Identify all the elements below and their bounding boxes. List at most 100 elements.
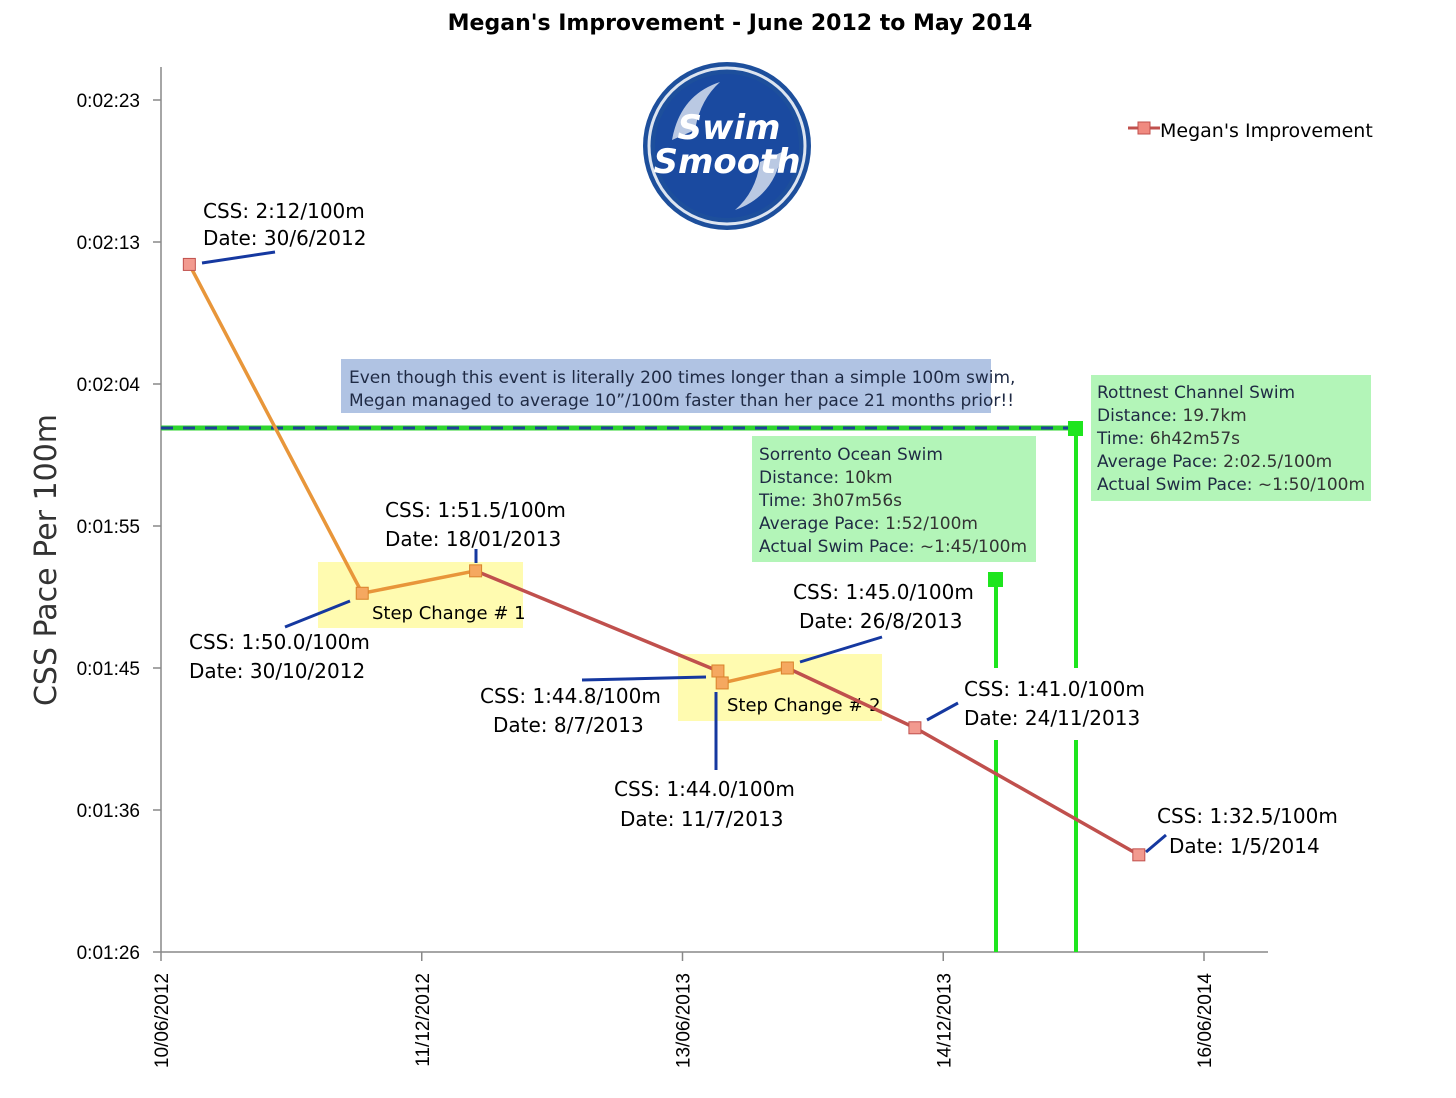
rottnest-actual-pace-value: ~1:50/100m: [1258, 475, 1365, 495]
swim-smooth-logo: Swim Smooth: [643, 62, 811, 230]
annotation-1-line-2: Date: 30/6/2012: [203, 226, 366, 250]
y-tick-label: 0:02:13: [77, 233, 140, 254]
annotation-1-line-1: CSS: 2:12/100m: [203, 199, 365, 223]
leader-line-g: [926, 701, 959, 722]
sorrento-distance: Distance: 10km: [759, 468, 893, 488]
rottnest-distance-label: Distance:: [1097, 406, 1182, 426]
annotation-7-line-1: CSS: 1:41.0/100m: [964, 677, 1145, 701]
rottnest-time: Time: 6h42m57s: [1096, 429, 1240, 449]
callout-line-1: Even though this event is literally 200 …: [349, 368, 1015, 388]
x-tick-label: 14/12/2013: [934, 973, 955, 1068]
y-tick-label: 0:01:45: [77, 659, 140, 680]
logo-ring: [647, 66, 807, 226]
data-point: [780, 661, 794, 675]
sorrento-average-pace: Average Pace: 1:52/100m: [759, 514, 978, 534]
y-tick-label: 0:01:26: [77, 943, 140, 964]
leader-line-a: [201, 250, 276, 265]
data-point: [1132, 848, 1146, 862]
data-point: [469, 564, 483, 578]
annotation-4-line-1: CSS: 1:45.0/100m: [793, 580, 974, 604]
y-tick-label: 0:02:23: [77, 91, 140, 112]
sorrento-average-pace-value: 1:52/100m: [885, 514, 978, 534]
annotation-3-line-1: CSS: 1:50.0/100m: [189, 630, 370, 654]
sorrento-average-pace-label: Average Pace:: [759, 514, 885, 534]
series-megans-improvement: [182, 257, 1146, 862]
y-axis-ticks: 0:01:26 0:01:36 0:01:45 0:01:55 0:02:04 0:02:…: [77, 91, 161, 964]
rottnest-distance: Distance: 19.7km: [1097, 406, 1247, 426]
x-tick-label: 11/12/2012: [413, 973, 434, 1067]
x-tick-label: 10/06/2012: [152, 973, 173, 1068]
leader-line-d: [581, 675, 707, 682]
step-change-2-label: Step Change # 2: [727, 695, 881, 716]
y-axis-label: CSS Pace Per 100m: [29, 414, 64, 706]
logo-text-smooth: Smooth: [653, 142, 800, 182]
chart-title: Megan's Improvement - June 2012 to May 2…: [448, 11, 1033, 36]
sorrento-distance-label: Distance:: [759, 468, 844, 488]
rottnest-title: Rottnest Channel Swim: [1097, 383, 1295, 403]
rottnest-average-pace-label: Average Pace:: [1097, 452, 1223, 472]
sorrento-title: Sorrento Ocean Swim: [759, 445, 943, 465]
annotation-3-line-2: Date: 30/10/2012: [189, 659, 365, 683]
sorrento-time-value: 3h07m56s: [812, 491, 902, 511]
callout-background: [341, 359, 991, 413]
step-change-2-box: Step Change # 2: [678, 654, 882, 721]
rottnest-box-background: [1091, 375, 1371, 501]
callout-box: Even though this event is literally 200 …: [341, 359, 1015, 413]
data-point: [908, 721, 922, 735]
logo-text-swim: Swim: [678, 108, 781, 148]
y-tick-label: 0:02:04: [77, 375, 141, 396]
sorrento-distance-value: 10km: [844, 468, 892, 488]
leader-line-b: [284, 599, 351, 629]
legend: Megan's Improvement: [1128, 120, 1373, 142]
data-point: [182, 257, 196, 271]
point-annotations: CSS: 2:12/100m Date: 30/6/2012 CSS: 1:51…: [189, 199, 1338, 858]
sorrento-time: Time: 3h07m56s: [758, 491, 902, 511]
rottnest-marker-square: [1068, 421, 1083, 436]
x-tick-label: 13/06/2013: [674, 973, 695, 1068]
series-segment: [360, 569, 478, 596]
rottnest-actual-pace-label: Actual Swim Pace:: [1097, 475, 1258, 495]
sorrento-event-box: Sorrento Ocean Swim Distance: 10km Time:…: [752, 436, 1036, 562]
annotation-6-line-1: CSS: 1:44.0/100m: [614, 777, 795, 801]
annotation-2-line-1: CSS: 1:51.5/100m: [385, 498, 566, 522]
rottnest-time-value: 6h42m57s: [1150, 429, 1240, 449]
rottnest-average-pace: Average Pace: 2:02.5/100m: [1097, 452, 1332, 472]
rottnest-distance-value: 19.7km: [1182, 406, 1246, 426]
y-tick-label: 0:01:55: [77, 517, 140, 538]
leader-line-h: [1145, 833, 1167, 854]
sorrento-marker-square: [988, 572, 1003, 587]
annotation-8-line-1: CSS: 1:32.5/100m: [1157, 804, 1338, 828]
sorrento-box-background: [752, 436, 1036, 562]
annotation-4-line-2: Date: 26/8/2013: [799, 609, 962, 633]
annotation-5-line-1: CSS: 1:44.8/100m: [480, 684, 661, 708]
step-change-1-label: Step Change # 1: [372, 603, 526, 624]
rottnest-average-pace-value: 2:02.5/100m: [1223, 452, 1332, 472]
annotation-8-line-2: Date: 1/5/2014: [1169, 834, 1320, 858]
annotation-7-line-2: Date: 24/11/2013: [964, 706, 1140, 730]
annotation-5-line-2: Date: 8/7/2013: [493, 713, 644, 737]
series-segment: [187, 262, 364, 596]
rottnest-event-box: Rottnest Channel Swim Distance: 19.7km T…: [1091, 375, 1371, 501]
series-segment: [720, 666, 790, 685]
leader-line-f: [799, 635, 883, 664]
series-segment: [473, 569, 720, 673]
rottnest-time-label: Time:: [1096, 429, 1150, 449]
x-tick-label: 16/06/2014: [1195, 973, 1216, 1069]
data-point: [711, 664, 725, 678]
logo-swoosh-right: [735, 152, 782, 210]
sorrento-actual-pace: Actual Swim Pace: ~1:45/100m: [759, 537, 1027, 557]
series-segment: [785, 666, 917, 730]
sorrento-actual-pace-label: Actual Swim Pace:: [759, 537, 920, 557]
annotation-6-line-2: Date: 11/7/2013: [620, 807, 783, 831]
x-axis-ticks: 10/06/2012 11/12/2012 13/06/2013 14/12/2013…: [152, 952, 1216, 1068]
annotation-leaders: [201, 250, 1167, 854]
sorrento-time-label: Time:: [758, 491, 812, 511]
data-point: [355, 586, 369, 600]
logo-swoosh-left: [672, 82, 720, 140]
legend-marker-swatch: [1137, 121, 1151, 135]
callout-line-2: Megan managed to average 10”/100m faster…: [349, 391, 1014, 411]
rottnest-actual-pace: Actual Swim Pace: ~1:50/100m: [1097, 475, 1365, 495]
sorrento-actual-pace-value: ~1:45/100m: [920, 537, 1027, 557]
